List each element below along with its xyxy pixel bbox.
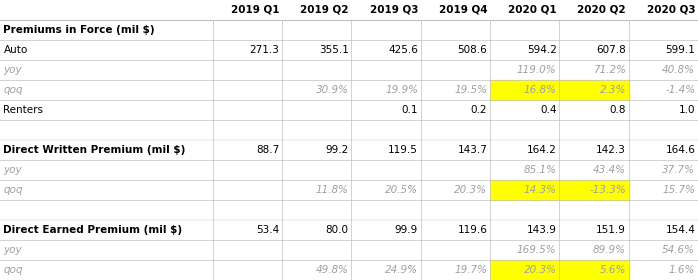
Text: qoq: qoq [3,85,23,95]
Text: 169.5%: 169.5% [517,245,556,255]
Text: 89.9%: 89.9% [593,245,626,255]
Text: 0.4: 0.4 [540,105,556,115]
Text: 5.6%: 5.6% [600,265,626,275]
Text: 20.3%: 20.3% [524,265,556,275]
Text: 607.8: 607.8 [596,45,626,55]
Text: 2019 Q1: 2019 Q1 [231,5,279,15]
Bar [559,180,629,200]
Text: 271.3: 271.3 [249,45,279,55]
Text: 71.2%: 71.2% [593,65,626,75]
Text: Direct Written Premium (mil $): Direct Written Premium (mil $) [3,145,186,155]
Text: Renters: Renters [3,105,43,115]
Text: 43.4%: 43.4% [593,165,626,175]
Text: 119.6: 119.6 [457,225,487,235]
Text: 85.1%: 85.1% [524,165,556,175]
Text: 37.7%: 37.7% [662,165,695,175]
Text: 14.3%: 14.3% [524,185,556,195]
Text: yoy: yoy [3,245,22,255]
Text: 2019 Q4: 2019 Q4 [438,5,487,15]
Bar [490,80,559,100]
Text: 164.6: 164.6 [665,145,695,155]
Text: 1.0: 1.0 [678,105,695,115]
Text: yoy: yoy [3,165,22,175]
Text: 99.9: 99.9 [395,225,418,235]
Text: qoq: qoq [3,265,23,275]
Text: 1.6%: 1.6% [669,265,695,275]
Text: 0.2: 0.2 [471,105,487,115]
Bar [490,260,559,280]
Text: 99.2: 99.2 [325,145,349,155]
Bar [559,80,629,100]
Text: 2020 Q3: 2020 Q3 [646,5,695,15]
Text: 19.7%: 19.7% [454,265,487,275]
Text: 19.5%: 19.5% [454,85,487,95]
Text: 2019 Q2: 2019 Q2 [300,5,349,15]
Text: 142.3: 142.3 [596,145,626,155]
Text: 40.8%: 40.8% [662,65,695,75]
Text: 0.8: 0.8 [609,105,626,115]
Text: 154.4: 154.4 [665,225,695,235]
Text: 2019 Q3: 2019 Q3 [369,5,418,15]
Text: qoq: qoq [3,185,23,195]
Text: -1.4%: -1.4% [665,85,695,95]
Text: 30.9%: 30.9% [315,85,349,95]
Text: 143.9: 143.9 [527,225,556,235]
Text: 53.4: 53.4 [256,225,279,235]
Text: 49.8%: 49.8% [315,265,349,275]
Text: 2020 Q2: 2020 Q2 [577,5,626,15]
Text: 80.0: 80.0 [326,225,349,235]
Text: Premiums in Force (mil $): Premiums in Force (mil $) [3,25,155,35]
Text: 24.9%: 24.9% [385,265,418,275]
Text: 16.8%: 16.8% [524,85,556,95]
Text: 594.2: 594.2 [527,45,556,55]
Text: 119.5: 119.5 [388,145,418,155]
Text: 20.3%: 20.3% [454,185,487,195]
Text: 164.2: 164.2 [527,145,556,155]
Text: 54.6%: 54.6% [662,245,695,255]
Text: 2.3%: 2.3% [600,85,626,95]
Text: 425.6: 425.6 [388,45,418,55]
Text: yoy: yoy [3,65,22,75]
Text: 19.9%: 19.9% [385,85,418,95]
Text: 143.7: 143.7 [457,145,487,155]
Text: Direct Earned Premium (mil $): Direct Earned Premium (mil $) [3,225,183,235]
Text: 2020 Q1: 2020 Q1 [508,5,556,15]
Text: 0.1: 0.1 [401,105,418,115]
Text: 15.7%: 15.7% [662,185,695,195]
Text: 11.8%: 11.8% [315,185,349,195]
Text: 355.1: 355.1 [319,45,349,55]
Text: 20.5%: 20.5% [385,185,418,195]
Text: 151.9: 151.9 [596,225,626,235]
Text: 119.0%: 119.0% [517,65,556,75]
Bar [490,180,559,200]
Text: -13.3%: -13.3% [589,185,626,195]
Text: Auto: Auto [3,45,28,55]
Text: 508.6: 508.6 [458,45,487,55]
Text: 599.1: 599.1 [665,45,695,55]
Bar [559,260,629,280]
Text: 88.7: 88.7 [256,145,279,155]
